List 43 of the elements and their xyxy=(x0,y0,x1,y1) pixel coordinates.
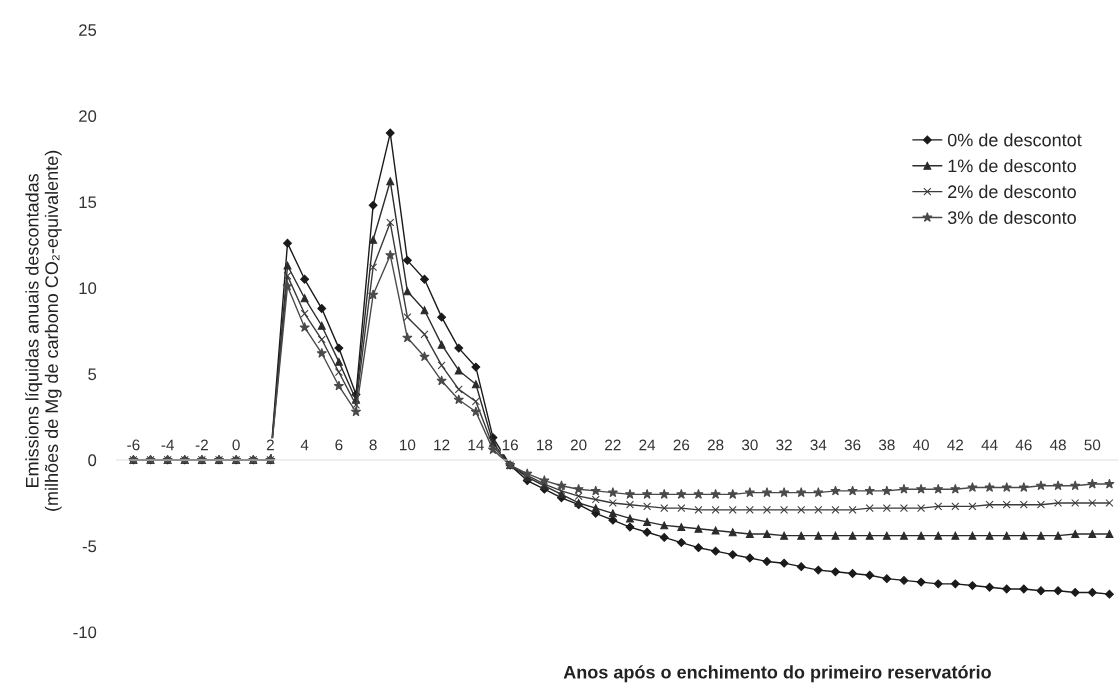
x-tick-label: 0 xyxy=(232,439,240,451)
x-tick-label: 42 xyxy=(947,439,964,451)
y-tick-label: 0 xyxy=(88,454,97,467)
x-tick-label: 50 xyxy=(1084,439,1101,451)
x-tick-label: -4 xyxy=(161,439,174,451)
y-tick-label: 20 xyxy=(79,110,97,123)
x-tick-label: 36 xyxy=(844,439,861,451)
y-tick-label: 10 xyxy=(79,282,97,295)
x-tick-label: 8 xyxy=(369,439,377,451)
y-tick-label: -5 xyxy=(82,540,97,553)
x-tick-label: 48 xyxy=(1049,439,1066,451)
y-tick-label: 5 xyxy=(88,368,97,381)
y-tick-label: 25 xyxy=(79,24,97,36)
legend-label: 3% de desconto xyxy=(947,210,1076,224)
legend-label: 2% de desconto xyxy=(948,184,1076,199)
x-tick-label: 6 xyxy=(335,439,343,451)
y-tick-label: -10 xyxy=(73,626,97,639)
x-tick-label: 34 xyxy=(810,439,827,451)
x-tick-label: 18 xyxy=(537,439,553,451)
x-tick-label: -2 xyxy=(195,439,208,451)
x-tick-label: 26 xyxy=(673,439,690,451)
y-tick-label: 15 xyxy=(79,196,97,209)
x-tick-label: 24 xyxy=(639,439,656,451)
x-tick-label: 22 xyxy=(605,439,621,451)
x-tick-label: 16 xyxy=(502,439,518,451)
x-tick-label: 12 xyxy=(434,439,450,451)
x-tick-label: 14 xyxy=(468,439,484,451)
x-axis-title: Anos após o enchimento do primeiro reservatório xyxy=(563,665,991,683)
x-tick-label: 30 xyxy=(741,439,758,451)
x-tick-label: 20 xyxy=(570,439,587,451)
x-tick-label: 10 xyxy=(400,439,416,451)
x-tick-label: 2 xyxy=(266,439,274,451)
y-axis-title: Emissions líquidas anuais descontadas (milhões de Mg de carbono CO₂-equivalente) xyxy=(25,150,62,511)
x-tick-label: 40 xyxy=(912,439,929,451)
legend-label: 0% de descontot xyxy=(947,133,1082,147)
legend-label: 1% de desconto xyxy=(948,159,1076,173)
x-tick-label: 32 xyxy=(776,439,792,451)
x-tick-label: 38 xyxy=(878,439,895,451)
x-tick-label: 28 xyxy=(707,439,724,451)
x-tick-label: 46 xyxy=(1015,439,1032,451)
x-tick-label: -6 xyxy=(127,439,140,451)
x-tick-label: 44 xyxy=(981,439,998,451)
x-tick-label: 4 xyxy=(300,439,309,451)
